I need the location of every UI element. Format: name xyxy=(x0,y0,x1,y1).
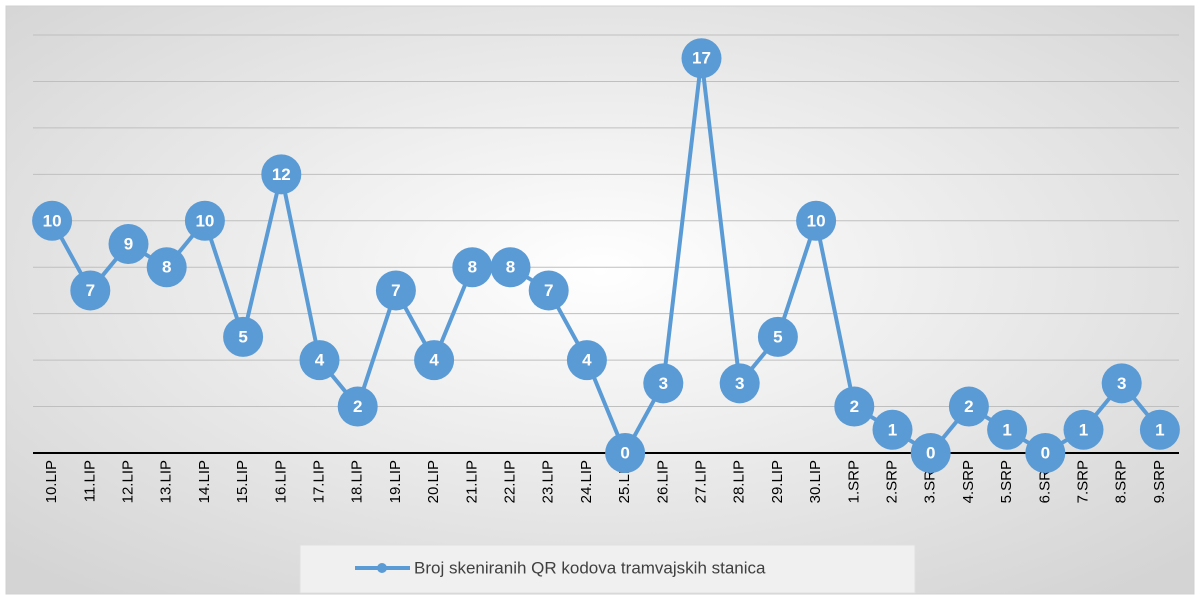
data-point xyxy=(452,247,493,288)
data-label: 1 xyxy=(1079,420,1088,439)
data-point xyxy=(987,409,1028,450)
data-label: 5 xyxy=(238,327,247,346)
data-point xyxy=(1025,433,1066,473)
data-point xyxy=(757,316,798,357)
data-point xyxy=(872,409,913,450)
data-label: 8 xyxy=(162,258,171,277)
data-point xyxy=(414,340,455,381)
x-tick-label: 8.SRP xyxy=(1113,460,1130,503)
data-point xyxy=(719,363,760,404)
data-point xyxy=(681,38,722,79)
data-label: 3 xyxy=(1117,374,1126,393)
data-point xyxy=(910,433,951,473)
data-label: 0 xyxy=(926,443,935,462)
data-point xyxy=(108,224,149,264)
data-point xyxy=(337,386,378,427)
legend-label: Broj skeniranih QR kodova tramvajskih st… xyxy=(414,558,766,577)
data-label: 3 xyxy=(659,374,668,393)
data-point xyxy=(1063,409,1104,450)
x-tick-label: 11.LIP xyxy=(81,460,98,502)
x-tick-label: 29.LIP xyxy=(769,460,786,503)
data-point xyxy=(261,154,302,195)
data-point xyxy=(605,433,646,473)
x-tick-label: 28.LIP xyxy=(731,460,748,503)
x-tick-label: 1.SRP xyxy=(845,460,862,503)
data-point xyxy=(1101,363,1142,404)
data-point xyxy=(528,270,569,311)
data-label: 8 xyxy=(468,258,477,277)
data-label: 10 xyxy=(807,211,826,230)
x-tick-label: 2.SRP xyxy=(883,460,900,503)
x-tick-label: 15.LIP xyxy=(234,460,251,503)
x-tick-label: 14.LIP xyxy=(196,460,213,503)
data-point xyxy=(299,340,340,381)
x-tick-label: 27.LIP xyxy=(692,460,709,503)
data-label: 3 xyxy=(735,374,744,393)
data-point xyxy=(146,247,187,288)
data-label: 9 xyxy=(124,234,133,253)
data-label: 1 xyxy=(888,420,897,439)
data-point xyxy=(32,200,73,241)
data-label: 1 xyxy=(1155,420,1164,439)
data-label: 0 xyxy=(620,443,629,462)
x-tick-label: 4.SRP xyxy=(960,460,977,503)
data-label: 2 xyxy=(850,397,859,416)
data-label: 0 xyxy=(1041,443,1050,462)
x-tick-label: 24.LIP xyxy=(578,460,595,503)
data-label: 5 xyxy=(773,327,782,346)
chart-background xyxy=(5,5,1195,595)
data-point xyxy=(375,270,416,311)
data-label: 4 xyxy=(582,351,592,370)
data-point xyxy=(490,247,531,288)
x-tick-label: 17.LIP xyxy=(310,460,327,503)
data-point xyxy=(948,386,989,427)
x-tick-label: 22.LIP xyxy=(501,460,518,503)
x-tick-label: 20.LIP xyxy=(425,460,442,503)
data-label: 10 xyxy=(195,211,214,230)
data-label: 7 xyxy=(544,281,553,300)
data-point xyxy=(796,200,837,241)
x-tick-label: 9.SRP xyxy=(1151,460,1168,503)
data-point xyxy=(566,340,607,381)
data-label: 2 xyxy=(353,397,362,416)
data-point xyxy=(834,386,875,427)
data-point xyxy=(184,200,225,241)
data-label: 2 xyxy=(964,397,973,416)
x-tick-label: 23.LIP xyxy=(540,460,557,503)
data-label: 4 xyxy=(429,351,439,370)
x-tick-label: 13.LIP xyxy=(158,460,175,503)
x-tick-label: 18.LIP xyxy=(349,460,366,503)
data-label: 17 xyxy=(692,49,711,68)
x-tick-label: 26.LIP xyxy=(654,460,671,503)
data-label: 1 xyxy=(1002,420,1011,439)
x-tick-label: 12.LIP xyxy=(119,460,136,503)
x-tick-label: 5.SRP xyxy=(998,460,1015,503)
data-label: 7 xyxy=(391,281,400,300)
data-label: 12 xyxy=(272,165,291,184)
legend-marker xyxy=(377,563,387,573)
x-tick-label: 7.SRP xyxy=(1074,460,1091,503)
data-label: 10 xyxy=(43,211,62,230)
x-tick-label: 16.LIP xyxy=(272,460,289,503)
data-label: 7 xyxy=(86,281,95,300)
data-point xyxy=(223,316,264,357)
data-point xyxy=(643,363,684,404)
x-tick-label: 10.LIP xyxy=(43,460,60,503)
data-label: 8 xyxy=(506,258,515,277)
data-point xyxy=(70,270,111,311)
data-point xyxy=(1139,409,1180,450)
x-tick-label: 21.LIP xyxy=(463,460,480,503)
x-tick-label: 30.LIP xyxy=(807,460,824,503)
x-tick-label: 19.LIP xyxy=(387,460,404,503)
data-label: 4 xyxy=(315,351,325,370)
